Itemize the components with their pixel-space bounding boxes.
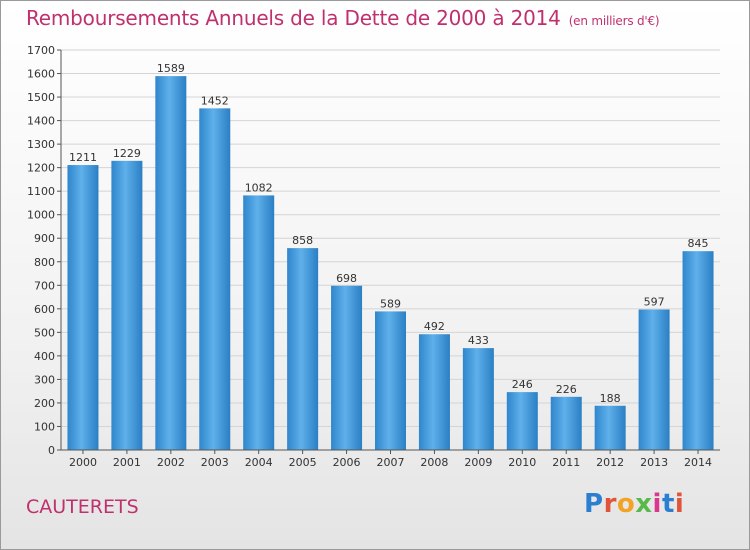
x-tick-label: 2003 bbox=[201, 456, 229, 469]
y-tick-label: 900 bbox=[34, 232, 55, 245]
y-tick-label: 300 bbox=[34, 373, 55, 386]
x-tick-label: 2004 bbox=[245, 456, 273, 469]
bar-value-label: 492 bbox=[424, 320, 445, 333]
logo-letter: P bbox=[584, 489, 604, 519]
bar bbox=[331, 285, 363, 450]
x-tick-label: 2006 bbox=[333, 456, 361, 469]
x-tick-label: 2014 bbox=[684, 456, 712, 469]
bar bbox=[550, 396, 582, 450]
proxiti-logo: Proxiti bbox=[584, 489, 684, 519]
bar-value-label: 1082 bbox=[245, 181, 273, 194]
bar bbox=[243, 195, 275, 450]
logo-letter: x bbox=[635, 489, 653, 519]
y-tick-label: 1400 bbox=[27, 115, 55, 128]
bar-value-label: 589 bbox=[380, 297, 401, 310]
logo-letter: i bbox=[674, 489, 685, 519]
x-tick-label: 2001 bbox=[113, 456, 141, 469]
logo-letter: t bbox=[661, 489, 675, 519]
bar-value-label: 188 bbox=[600, 392, 621, 405]
x-tick-label: 2013 bbox=[640, 456, 668, 469]
logo-letter: r bbox=[603, 489, 617, 519]
bar-value-label: 698 bbox=[336, 272, 357, 285]
y-tick-label: 600 bbox=[34, 303, 55, 316]
x-tick-label: 2011 bbox=[552, 456, 580, 469]
bar bbox=[287, 248, 319, 450]
bar-value-label: 433 bbox=[468, 334, 489, 347]
bar bbox=[67, 165, 99, 450]
logo-letter: i bbox=[652, 489, 662, 519]
bar-value-label: 1589 bbox=[157, 62, 185, 75]
x-axis-ticks: 2000 2001 2002 2003 2004 2005 2006 2007 2008 2009… bbox=[69, 450, 712, 469]
x-tick-label: 2002 bbox=[157, 456, 185, 469]
bar-value-label: 1211 bbox=[69, 151, 97, 164]
y-tick-label: 1100 bbox=[27, 185, 55, 198]
x-tick-label: 2005 bbox=[289, 456, 317, 469]
y-tick-label: 1200 bbox=[27, 162, 55, 175]
x-tick-label: 2012 bbox=[596, 456, 624, 469]
y-tick-label: 1500 bbox=[27, 91, 55, 104]
chart-title: Remboursements Annuels de la Dette de 20… bbox=[26, 6, 660, 30]
x-tick-label: 2010 bbox=[508, 456, 536, 469]
bar-value-label: 226 bbox=[556, 383, 577, 396]
bars: 1211 1229 1589 1452 1082 858 698 589 492 433 246 22… bbox=[67, 62, 714, 451]
y-tick-label: 400 bbox=[34, 350, 55, 363]
bar bbox=[462, 348, 494, 450]
bar-value-label: 1452 bbox=[201, 94, 229, 107]
y-axis-ticks: 0 100 200 300 400 500 600 700 800 900 1000 1100 1200… bbox=[27, 44, 61, 457]
chart-unit: (en milliers d'€) bbox=[568, 14, 660, 28]
y-tick-label: 200 bbox=[34, 397, 55, 410]
bar bbox=[418, 334, 450, 450]
bar-value-label: 246 bbox=[512, 378, 533, 391]
y-tick-label: 1000 bbox=[27, 209, 55, 222]
bar-value-label: 1229 bbox=[113, 147, 141, 160]
bar bbox=[506, 392, 538, 450]
y-tick-label: 800 bbox=[34, 256, 55, 269]
y-tick-label: 100 bbox=[34, 420, 55, 433]
chart-title-text: Remboursements Annuels de la Dette de 20… bbox=[26, 6, 561, 30]
y-tick-label: 1600 bbox=[27, 68, 55, 81]
logo-letter: o bbox=[616, 489, 636, 519]
bar-value-label: 597 bbox=[644, 296, 665, 309]
x-tick-label: 2008 bbox=[420, 456, 448, 469]
bar bbox=[638, 309, 670, 450]
x-tick-label: 2007 bbox=[377, 456, 405, 469]
y-tick-label: 700 bbox=[34, 279, 55, 292]
city-name: CAUTERETS bbox=[26, 496, 139, 518]
y-tick-label: 500 bbox=[34, 326, 55, 339]
bar bbox=[682, 251, 714, 450]
bar bbox=[375, 311, 406, 450]
bar-value-label: 858 bbox=[292, 234, 313, 247]
bar bbox=[155, 76, 187, 450]
bar-value-label: 845 bbox=[688, 237, 709, 250]
y-tick-label: 0 bbox=[48, 444, 55, 457]
y-tick-label: 1300 bbox=[27, 138, 55, 151]
bar bbox=[199, 108, 231, 451]
bar bbox=[594, 405, 626, 450]
x-tick-label: 2009 bbox=[464, 456, 492, 469]
y-tick-label: 1700 bbox=[27, 44, 55, 57]
bar bbox=[111, 160, 143, 450]
x-tick-label: 2000 bbox=[69, 456, 97, 469]
